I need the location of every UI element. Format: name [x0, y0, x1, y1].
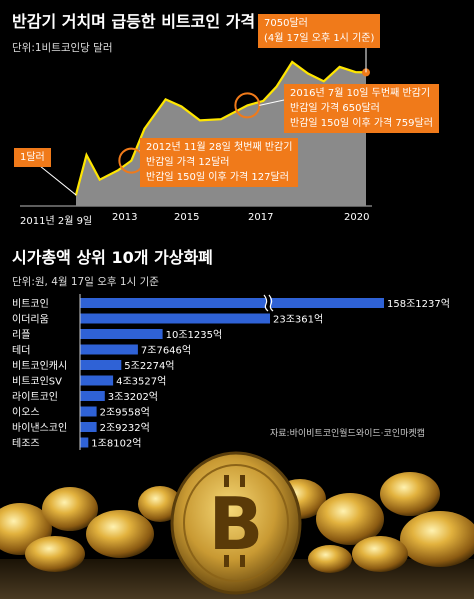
bar-6	[80, 391, 105, 401]
callout-current-price-line-0: 7050달러	[264, 18, 308, 29]
x-tick-label-0: 2011년 2월 9일	[20, 216, 93, 227]
callout-start-price: 1달러	[14, 148, 51, 167]
gold-and-coin-illustration: B	[0, 451, 474, 599]
callout-first-halving-line-1: 반감일 가격 12달러	[146, 157, 230, 168]
axis-break-mark-2	[268, 294, 274, 312]
callout-second-halving-line-0: 2016년 7월 10일 두번째 반감기	[290, 88, 431, 99]
x-tick-label-3: 2017	[248, 212, 274, 223]
callout-current-price-line-1: (4월 17일 오후 1시 기준)	[264, 33, 375, 44]
bar-category-label-5: 비트코인SV	[12, 376, 62, 388]
axis-break-gap	[266, 296, 270, 310]
bar-value-label-3: 7조7646억	[141, 345, 191, 357]
callout-second-halving: 2016년 7월 10일 두번째 반감기 반감일 가격 650달러 반감일 15…	[284, 84, 439, 133]
callout-first-halving-line-2: 반감일 150일 이후 가격 127달러	[146, 172, 289, 183]
price-point-12	[275, 85, 278, 88]
price-point-13	[291, 61, 294, 63]
price-point-14	[307, 72, 309, 75]
price-point-3	[117, 169, 120, 172]
bar-3	[80, 344, 138, 355]
bar-chart-source: 자료:바이비트코인월드와이드·코인마켓캡	[270, 429, 425, 439]
price-point-6	[164, 98, 167, 101]
bar-category-label-1: 이더리움	[12, 314, 49, 326]
callout-first-halving-line-0: 2012년 11월 28일 첫번째 반감기	[146, 142, 293, 153]
line-chart-title: 반감기 거치며 급등한 비트코인 가격	[12, 12, 256, 31]
bar-value-label-4: 5조2274억	[124, 360, 174, 372]
line-chart-unit: 단위:1비트코인당 달러	[12, 42, 113, 54]
bar-category-label-7: 이오스	[12, 407, 40, 419]
bar-value-label-5: 4조3527억	[116, 376, 166, 388]
bar-category-label-0: 비트코인	[12, 298, 49, 310]
bar-value-label-9: 1조8102억	[91, 438, 141, 450]
bar-value-label-6: 3조3202억	[108, 391, 158, 403]
bar-0	[80, 298, 384, 308]
x-tick-label-1: 2013	[112, 212, 138, 223]
price-point-16	[338, 66, 341, 68]
bar-1	[80, 313, 270, 324]
bar-4	[80, 360, 122, 370]
callout-second-halving-line-1: 반감일 가격 650달러	[290, 103, 380, 114]
price-point-10	[246, 104, 249, 107]
bar-5	[80, 375, 114, 386]
price-point-1	[85, 154, 88, 156]
bar-category-label-3: 테더	[12, 345, 30, 357]
bar-7	[80, 406, 97, 417]
bar-category-label-6: 라이트코인	[12, 391, 58, 403]
bar-chart-title: 시가총액 상위 10개 가상화폐	[12, 248, 213, 267]
bar-value-label-0: 158조1237억	[387, 298, 450, 310]
x-tick-label-4: 2020	[344, 212, 370, 223]
bar-8	[80, 422, 97, 432]
svg-text:B: B	[209, 482, 264, 566]
x-tick-label-2: 2015	[174, 212, 200, 223]
callout-first-halving: 2012년 11월 28일 첫번째 반감기 반감일 가격 12달러 반감일 15…	[140, 138, 299, 187]
bar-category-label-4: 비트코인캐시	[12, 360, 67, 372]
callout-second-halving-line-2: 반감일 150일 이후 가격 759달러	[290, 118, 433, 129]
price-point-2	[98, 178, 101, 181]
start-price-leader	[39, 165, 77, 196]
bar-value-label-8: 2조9232억	[100, 422, 150, 434]
second-halving-leader	[259, 99, 285, 106]
bar-9	[80, 437, 89, 448]
price-point-11	[262, 100, 265, 102]
price-point-5	[143, 127, 146, 130]
price-point-15	[322, 80, 325, 83]
bar-2	[80, 329, 163, 339]
bar-value-label-1: 23조361억	[273, 314, 323, 326]
price-point-4	[130, 159, 133, 162]
price-point-9	[220, 118, 222, 121]
callout-start-price-line-0: 1달러	[20, 152, 45, 163]
bar-value-label-2: 10조1235억	[166, 329, 223, 341]
gold-nuggets	[0, 472, 474, 573]
bitcoin-coin-icon: B	[170, 451, 302, 595]
bar-category-label-9: 테조즈	[12, 438, 40, 450]
price-point-17	[354, 71, 357, 73]
bar-chart-unit: 단위:원, 4월 17일 오후 1시 기준	[12, 276, 159, 288]
bar-category-label-8: 바이낸스코인	[12, 422, 67, 434]
price-point-8	[199, 119, 201, 122]
axis-break-mark	[263, 294, 269, 312]
price-point-7	[180, 105, 183, 108]
bar-value-label-7: 2조9558억	[100, 407, 150, 419]
callout-current-price: 7050달러 (4월 17일 오후 1시 기준)	[258, 14, 381, 48]
bar-category-label-2: 리플	[12, 329, 30, 341]
